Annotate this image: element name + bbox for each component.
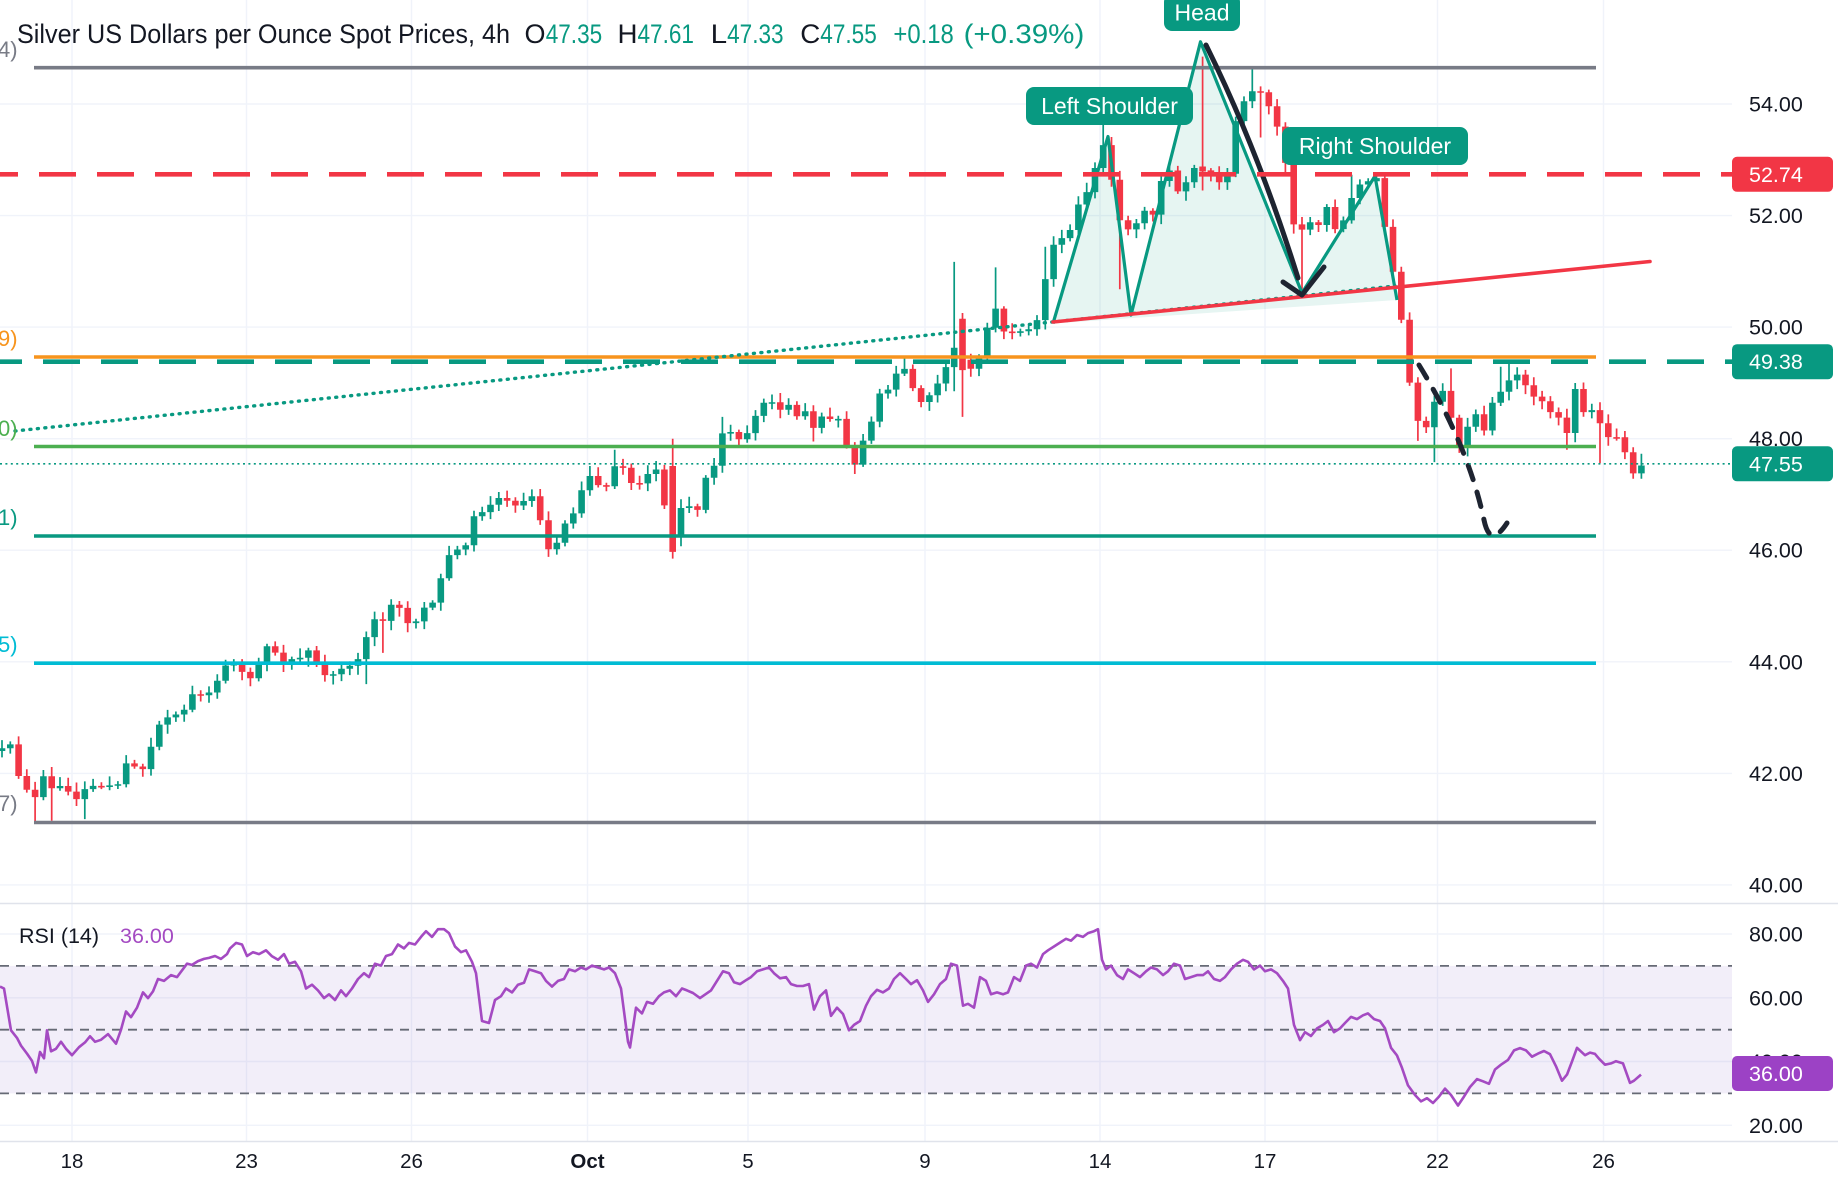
svg-text:Oct: Oct <box>570 1150 604 1173</box>
svg-text:40.00: 40.00 <box>1749 873 1803 897</box>
svg-text:5): 5) <box>0 632 18 657</box>
svg-text:Right Shoulder: Right Shoulder <box>1299 133 1451 159</box>
svg-text:47.55: 47.55 <box>1749 452 1803 476</box>
svg-text:44.00: 44.00 <box>1749 650 1803 674</box>
svg-text:36.00: 36.00 <box>120 924 174 948</box>
svg-text:20.00: 20.00 <box>1749 1114 1803 1138</box>
svg-text:4): 4) <box>0 37 18 62</box>
svg-text:5: 5 <box>742 1150 753 1173</box>
svg-text:9): 9) <box>0 326 18 351</box>
svg-text:C: C <box>800 19 820 49</box>
svg-text:O: O <box>525 19 546 49</box>
svg-text:47.55: 47.55 <box>820 19 877 49</box>
svg-text:42.00: 42.00 <box>1749 762 1803 786</box>
svg-text:Silver US Dollars per Ounce Sp: Silver US Dollars per Ounce Spot Prices,… <box>17 19 510 49</box>
svg-text:54.00: 54.00 <box>1749 93 1803 117</box>
svg-text:26: 26 <box>400 1150 423 1173</box>
svg-text:Head: Head <box>1175 0 1230 26</box>
svg-text:0): 0) <box>0 416 18 441</box>
svg-text:50.00: 50.00 <box>1749 316 1803 340</box>
svg-text:18: 18 <box>61 1150 84 1173</box>
svg-text:1): 1) <box>0 505 18 530</box>
svg-text:47.35: 47.35 <box>546 19 603 49</box>
svg-text:49.38: 49.38 <box>1749 350 1803 374</box>
svg-text:23: 23 <box>235 1150 258 1173</box>
svg-text:9: 9 <box>919 1150 930 1173</box>
svg-text:47.61: 47.61 <box>638 19 695 49</box>
svg-text:Left Shoulder: Left Shoulder <box>1041 93 1178 119</box>
svg-text:46.00: 46.00 <box>1749 539 1803 563</box>
svg-text:80.00: 80.00 <box>1749 923 1803 947</box>
svg-text:L: L <box>711 19 728 49</box>
svg-text:H: H <box>618 19 638 49</box>
svg-text:(+0.39%): (+0.39%) <box>964 19 1085 49</box>
svg-text:+0.18: +0.18 <box>893 19 953 49</box>
svg-text:22: 22 <box>1426 1150 1449 1173</box>
svg-text:60.00: 60.00 <box>1749 986 1803 1010</box>
svg-text:36.00: 36.00 <box>1749 1062 1803 1086</box>
svg-text:7): 7) <box>0 791 18 816</box>
svg-text:52.74: 52.74 <box>1749 163 1803 187</box>
svg-text:17: 17 <box>1254 1150 1277 1173</box>
svg-text:RSI (14): RSI (14) <box>19 924 99 948</box>
svg-text:26: 26 <box>1592 1150 1615 1173</box>
svg-text:47.33: 47.33 <box>727 19 784 49</box>
svg-text:14: 14 <box>1089 1150 1112 1173</box>
svg-text:52.00: 52.00 <box>1749 204 1803 228</box>
